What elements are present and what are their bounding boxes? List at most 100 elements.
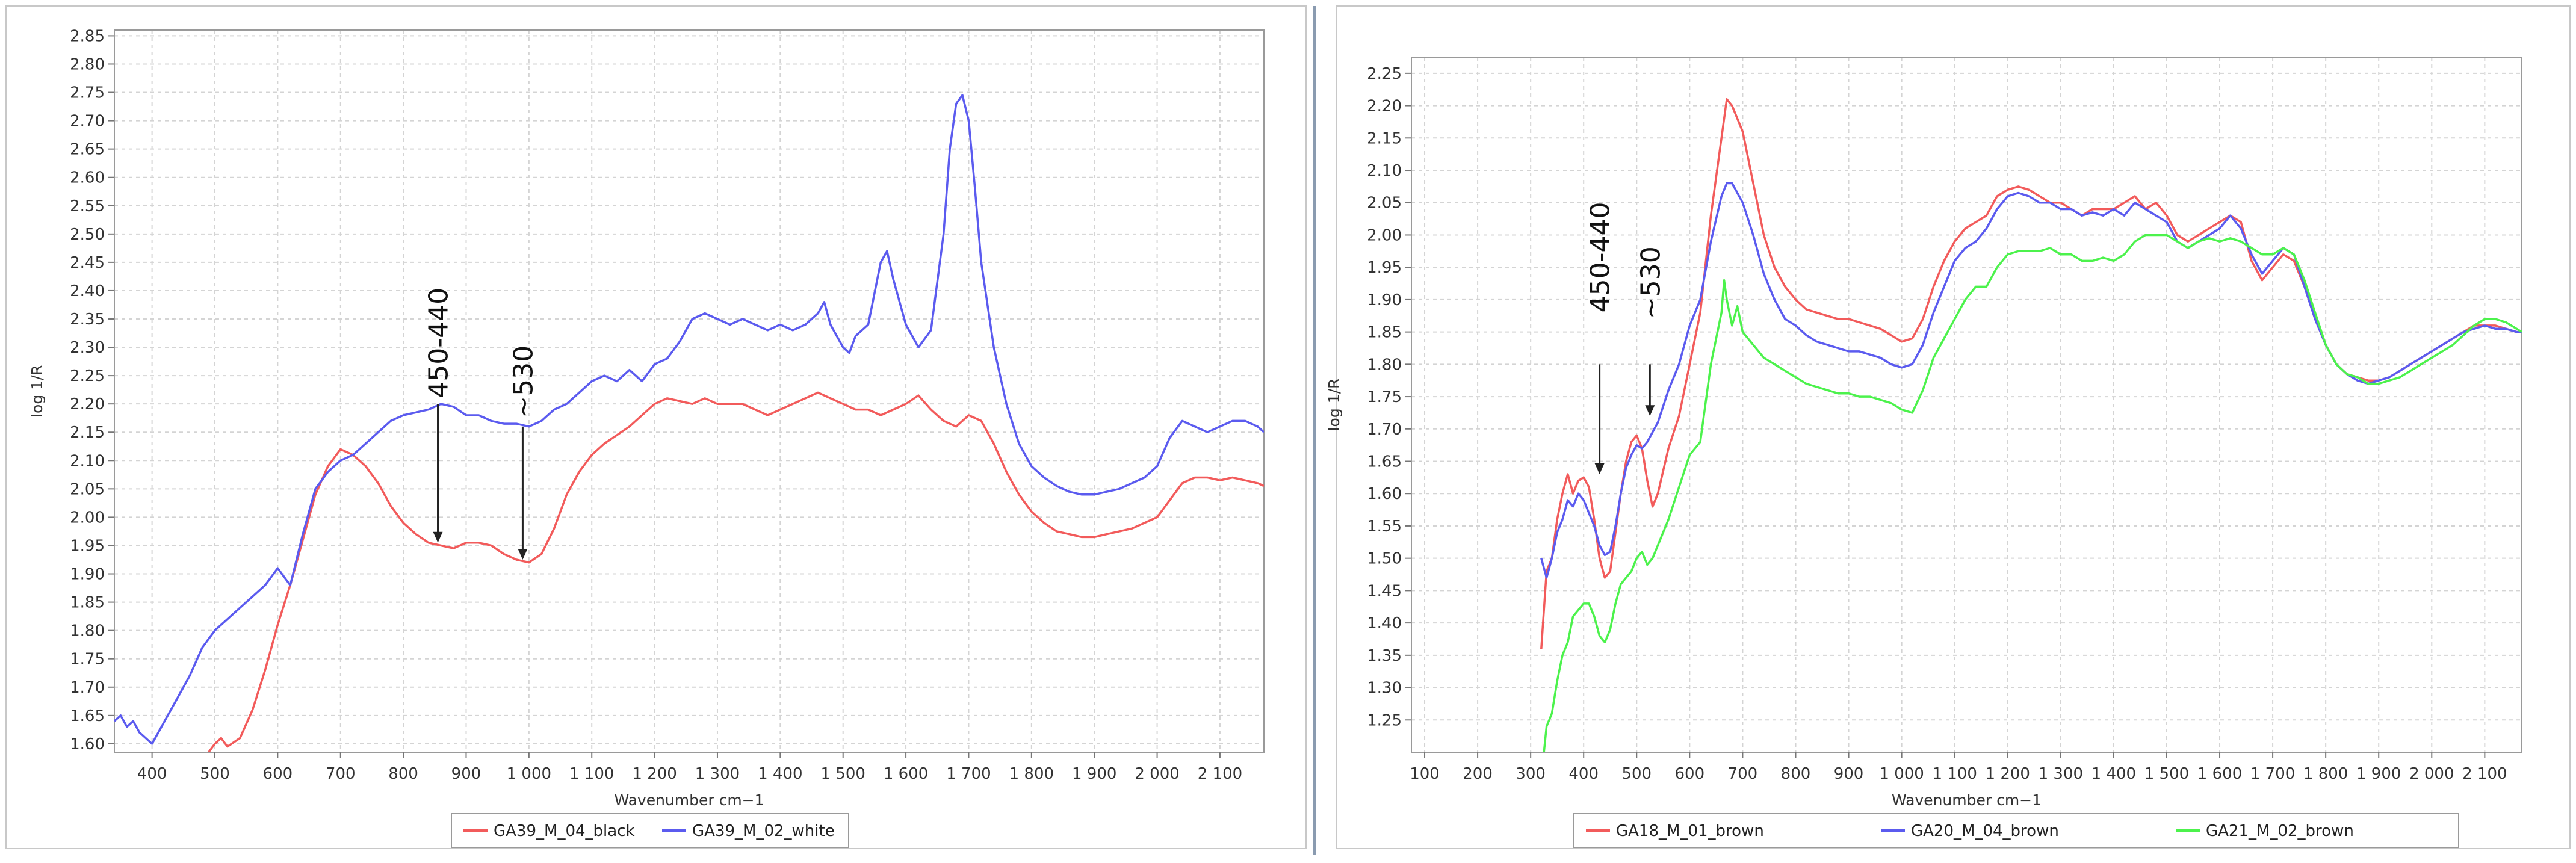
series-group [1540, 98, 2522, 752]
y-tick-label: 1.50 [1367, 550, 1402, 568]
y-tick-label: 1.75 [70, 651, 105, 669]
x-tick-label: 1 900 [2356, 765, 2401, 783]
y-tick-label: 2.10 [1367, 162, 1402, 180]
y-tick-label: 1.85 [70, 594, 105, 612]
y-axis-label: log 1/R [28, 365, 46, 418]
x-tick-label: 800 [1781, 765, 1811, 783]
x-tick-label: 2 000 [2409, 765, 2454, 783]
x-tick-label: 600 [1675, 765, 1705, 783]
plot-border [1411, 57, 2522, 753]
y-tick-label: 1.95 [70, 537, 105, 555]
x-tick-label: 1 800 [1009, 765, 1054, 783]
y-tick-label: 2.00 [1367, 226, 1402, 244]
y-tick-label: 1.70 [70, 679, 105, 697]
chart-panel-right: 100 200 300 400 500 600 700 800 900 1 000 1 100 1 2… [1325, 5, 2571, 849]
y-tick-label: 1.65 [70, 707, 105, 725]
series-group [114, 94, 1264, 752]
annotation-arrowhead-1 [518, 549, 528, 560]
annotation-arrowhead-0 [1594, 463, 1605, 474]
x-tick-label: 500 [200, 765, 230, 783]
legend: GA39_M_04_black GA39_M_02_white [451, 813, 849, 848]
y-tick-label: 2.20 [1367, 97, 1402, 116]
y-tick-label: 2.80 [70, 55, 105, 73]
x-tick-label: 1 600 [884, 765, 928, 783]
x-tick-label: 1 800 [2303, 765, 2348, 783]
legend-label-1: GA39_M_02_white [692, 822, 835, 840]
legend-label-2: GA21_M_02_brown [2206, 822, 2354, 840]
y-tick-label: 2.05 [70, 480, 105, 498]
x-tick-label: 1 600 [2197, 765, 2242, 783]
legend-box [1573, 813, 2459, 848]
annotation-label-0: 450-440 [1585, 202, 1616, 313]
x-tick-label: 1 500 [2144, 765, 2189, 783]
chart-panel-left: 400 500 600 700 800 900 1 000 1 100 1 200 1 300 1 … [5, 5, 1307, 849]
legend-box [451, 813, 849, 848]
y-tick-label: 2.45 [70, 254, 105, 272]
y-tick-label: 2.40 [70, 282, 105, 300]
y-tick-label: 1.65 [1367, 453, 1402, 471]
y-tick-label: 2.60 [70, 169, 105, 187]
x-tick-label: 1 100 [569, 765, 614, 783]
y-tick-label: 2.00 [70, 509, 105, 527]
y-axis-label: log 1/R [1325, 379, 1343, 432]
x-tick-label: 600 [263, 765, 293, 783]
annotation-label-1: ~530 [1635, 246, 1666, 319]
x-tick-label: 900 [451, 765, 481, 783]
y-tick-label: 2.85 [70, 27, 105, 45]
y-tick-label: 2.15 [70, 424, 105, 442]
y-tick-label: 2.55 [70, 197, 105, 215]
x-tick-label: 1 500 [820, 765, 865, 783]
x-axis-label: Wavenumber cm−1 [614, 791, 764, 809]
legend-label-0: GA18_M_01_brown [1616, 822, 1764, 840]
y-tick-label: 1.30 [1367, 679, 1402, 698]
series-line-2 [1543, 234, 2522, 752]
y-tick-label: 2.15 [1367, 129, 1402, 147]
x-tick-label: 1 400 [758, 765, 802, 783]
x-tick-label: 1 000 [1879, 765, 1924, 783]
x-tick-label: 700 [1728, 765, 1758, 783]
legend-label-1: GA20_M_04_brown [1911, 822, 2059, 840]
y-tick-label: 1.95 [1367, 259, 1402, 277]
x-tick-label: 2 000 [1135, 765, 1179, 783]
y-tick-label: 1.70 [1367, 421, 1402, 439]
y-tick-label: 1.75 [1367, 388, 1402, 406]
series-line-1 [114, 94, 1264, 745]
x-tick-label: 1 300 [695, 765, 740, 783]
y-tick-label: 2.25 [1367, 65, 1402, 83]
gridlines [1411, 57, 2522, 752]
y-tick-label: 1.80 [70, 622, 105, 640]
x-tick-label: 1 900 [1072, 765, 1116, 783]
series-line-0 [208, 391, 1264, 752]
annotation-arrowhead-1 [1645, 405, 1655, 416]
y-tick-label: 1.35 [1367, 647, 1402, 665]
y-tick-label: 2.75 [70, 84, 105, 102]
x-tick-label: 1 400 [2091, 765, 2136, 783]
x-tick-label: 300 [1516, 765, 1546, 783]
x-tick-label: 1 200 [1986, 765, 2030, 783]
y-tick-label: 1.85 [1367, 324, 1402, 342]
x-tick-label: 700 [326, 765, 356, 783]
y-tick-label: 1.45 [1367, 582, 1402, 600]
y-tick-label: 1.90 [70, 566, 105, 584]
annotation-label-0: 450-440 [424, 288, 454, 398]
x-tick-label: 1 700 [2250, 765, 2295, 783]
x-tick-label: 200 [1463, 765, 1493, 783]
legend-label-0: GA39_M_04_black [494, 822, 635, 840]
x-tick-label: 1 700 [946, 765, 991, 783]
x-tick-label: 2 100 [2462, 765, 2507, 783]
y-tick-label: 2.35 [70, 311, 105, 329]
plot-area [114, 30, 1264, 752]
y-tick-label: 2.70 [70, 113, 105, 131]
gridlines [114, 30, 1264, 752]
annotation-label-1: ~530 [508, 345, 539, 418]
y-tick-label: 1.60 [70, 735, 105, 753]
x-tick-label: 900 [1834, 765, 1864, 783]
x-tick-label: 800 [388, 765, 418, 783]
plot-area [1411, 57, 2522, 752]
y-tick-label: 1.25 [1367, 711, 1402, 729]
y-tick-label: 2.20 [70, 395, 105, 413]
x-tick-label: 500 [1621, 765, 1652, 783]
x-axis-label: Wavenumber cm−1 [1892, 791, 2042, 809]
